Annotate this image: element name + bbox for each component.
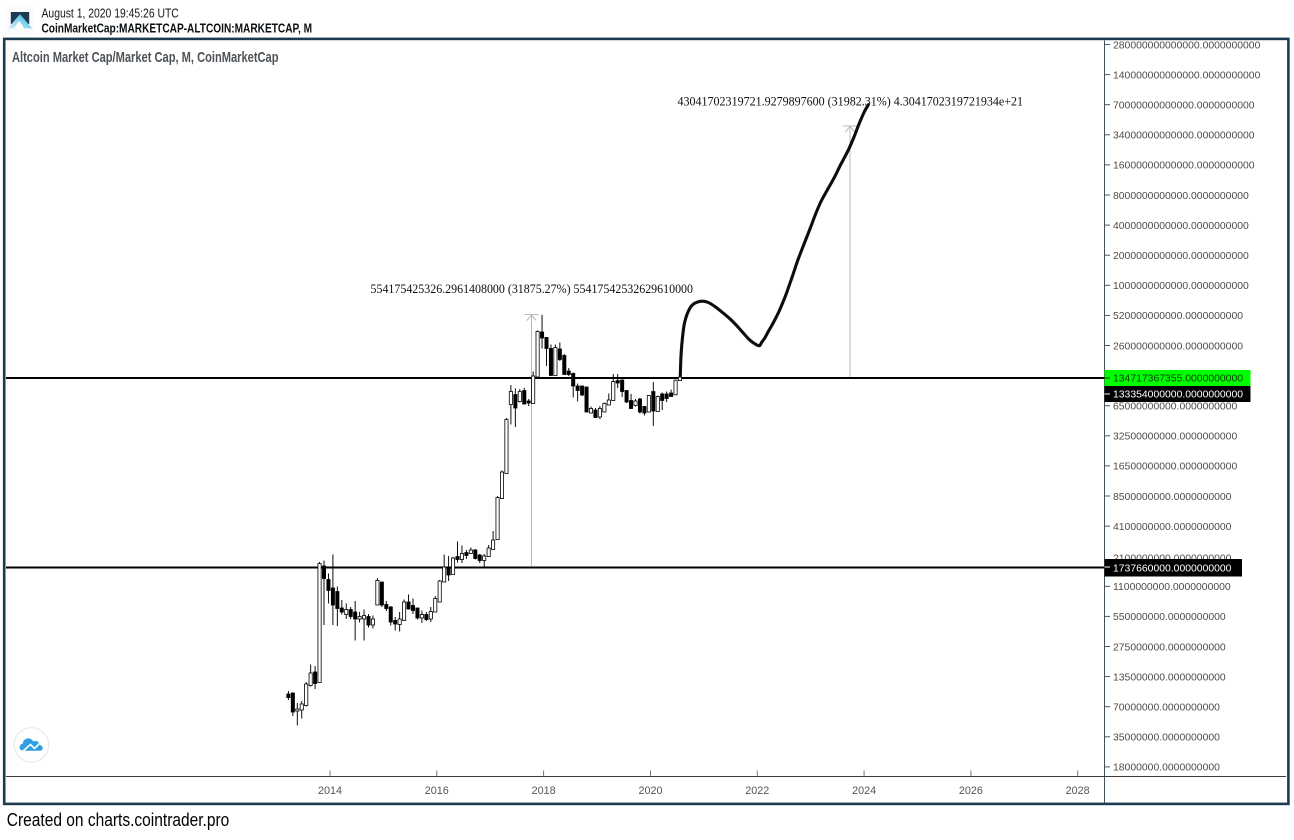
svg-text:2020: 2020 <box>638 785 662 797</box>
svg-text:16500000000.0000000000: 16500000000.0000000000 <box>1113 462 1237 473</box>
svg-text:4000000000000.0000000000: 4000000000000.0000000000 <box>1113 221 1249 232</box>
svg-text:133354000000.0000000000: 133354000000.0000000000 <box>1113 390 1243 401</box>
svg-text:35000000.0000000000: 35000000.0000000000 <box>1113 733 1220 744</box>
svg-text:August 1, 2020 19:45:26 UTC: August 1, 2020 19:45:26 UTC <box>42 5 180 20</box>
svg-text:2018: 2018 <box>532 785 556 797</box>
svg-text:2026: 2026 <box>959 785 983 797</box>
svg-text:275000000.0000000000: 275000000.0000000000 <box>1113 642 1226 653</box>
svg-text:16000000000000.0000000000: 16000000000000.0000000000 <box>1113 161 1255 172</box>
svg-text:32500000000.0000000000: 32500000000.0000000000 <box>1113 432 1237 443</box>
svg-text:2100000000.0000000000: 2100000000.0000000000 <box>1113 553 1232 564</box>
svg-text:2024: 2024 <box>852 785 876 797</box>
svg-text:520000000000.0000000000: 520000000000.0000000000 <box>1113 311 1243 322</box>
svg-text:4100000000.0000000000: 4100000000.0000000000 <box>1113 522 1232 533</box>
svg-text:Created on charts.cointrader.p: Created on charts.cointrader.pro <box>7 810 230 830</box>
svg-text:8000000000000.0000000000: 8000000000000.0000000000 <box>1113 191 1249 202</box>
svg-text:CoinMarketCap:MARKETCAP-ALTCOI: CoinMarketCap:MARKETCAP-ALTCOIN:MARKETCA… <box>42 21 313 36</box>
svg-text:260000000000.0000000000: 260000000000.0000000000 <box>1113 341 1243 352</box>
svg-text:2014: 2014 <box>318 785 342 797</box>
svg-text:43041702319721.9279897600 (319: 43041702319721.9279897600 (31982.31%) 4.… <box>678 94 1024 108</box>
svg-text:1100000000.0000000000: 1100000000.0000000000 <box>1113 582 1231 593</box>
svg-text:280000000000000.0000000000: 280000000000000.0000000000 <box>1113 40 1261 51</box>
svg-text:65000000000.0000000000: 65000000000.0000000000 <box>1113 402 1237 413</box>
svg-text:70000000.0000000000: 70000000.0000000000 <box>1113 703 1220 714</box>
svg-text:134717367355.0000000000: 134717367355.0000000000 <box>1113 374 1243 385</box>
svg-text:135000000.0000000000: 135000000.0000000000 <box>1113 672 1226 683</box>
svg-text:1737660000.0000000000: 1737660000.0000000000 <box>1113 564 1232 575</box>
svg-text:Altcoin Market Cap/Market Cap,: Altcoin Market Cap/Market Cap, M, CoinMa… <box>12 50 279 66</box>
svg-text:2016: 2016 <box>425 785 449 797</box>
svg-text:2000000000000.0000000000: 2000000000000.0000000000 <box>1113 251 1249 262</box>
svg-text:550000000.0000000000: 550000000.0000000000 <box>1113 612 1226 623</box>
svg-text:2028: 2028 <box>1066 785 1090 797</box>
svg-text:8500000000.0000000000: 8500000000.0000000000 <box>1113 492 1232 503</box>
svg-text:2022: 2022 <box>745 785 769 797</box>
svg-text:18000000.0000000000: 18000000.0000000000 <box>1113 763 1220 774</box>
svg-text:1000000000000.0000000000: 1000000000000.0000000000 <box>1113 281 1249 292</box>
svg-text:34000000000000.0000000000: 34000000000000.0000000000 <box>1113 131 1255 142</box>
svg-text:70000000000000.0000000000: 70000000000000.0000000000 <box>1113 101 1255 112</box>
svg-text:554175425326.2961408000 (31875: 554175425326.2961408000 (31875.27%) 5541… <box>371 282 694 296</box>
svg-text:140000000000000.0000000000: 140000000000000.0000000000 <box>1113 70 1261 81</box>
